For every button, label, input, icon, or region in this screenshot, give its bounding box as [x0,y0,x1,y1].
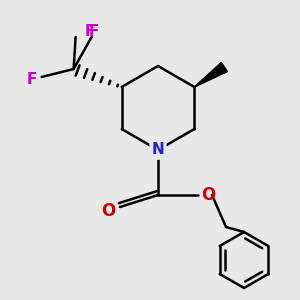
Polygon shape [194,62,227,87]
Text: F: F [26,71,37,86]
Text: F: F [88,23,99,38]
Text: N: N [152,142,164,158]
Text: O: O [101,202,115,220]
Text: F: F [84,23,95,38]
Text: O: O [201,186,215,204]
